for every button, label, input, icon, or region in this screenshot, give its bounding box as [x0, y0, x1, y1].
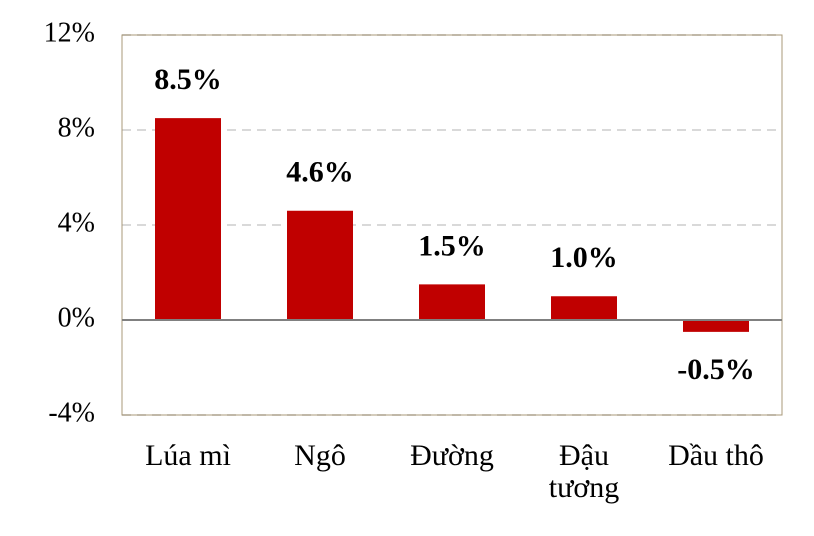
data-label: 1.5%: [418, 229, 486, 262]
x-tick-label: Đậu tương: [548, 439, 620, 504]
y-tick-label: 8%: [58, 112, 95, 143]
bar: [287, 210, 353, 320]
bar: [419, 284, 485, 320]
data-label: -0.5%: [677, 353, 755, 386]
y-tick-label: 12%: [44, 17, 95, 48]
bar: [155, 118, 221, 320]
x-tick-label: Dầu thô: [668, 439, 764, 472]
data-label: 1.0%: [550, 241, 618, 274]
x-tick-label: Lúa mì: [145, 439, 231, 472]
x-tick-label: Ngô: [294, 439, 346, 472]
y-tick-label: 4%: [58, 207, 95, 238]
y-tick-label: -4%: [48, 397, 95, 428]
plot-border: [121, 34, 783, 416]
bar: [683, 320, 749, 332]
data-label: 8.5%: [154, 63, 222, 96]
x-tick-label: Đường: [410, 439, 494, 472]
data-label: 4.6%: [286, 156, 354, 189]
bar: [551, 296, 617, 320]
y-tick-label: 0%: [58, 302, 95, 333]
